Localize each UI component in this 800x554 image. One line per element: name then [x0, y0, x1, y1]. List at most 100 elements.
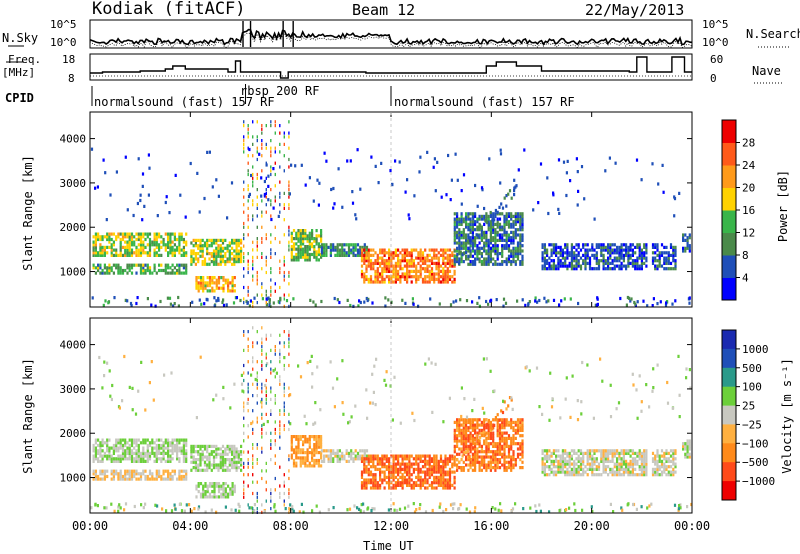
power-cell	[669, 267, 673, 271]
velocity-cell	[121, 474, 125, 479]
velocity-cell	[320, 456, 323, 460]
velocity-cell	[153, 446, 156, 450]
velocity-cell	[329, 451, 332, 455]
velocity-cell	[468, 454, 471, 458]
power-cell	[376, 256, 379, 260]
power-cell	[476, 254, 479, 258]
velocity-cell	[372, 462, 375, 466]
power-cell	[115, 237, 118, 242]
velocity-cell	[507, 436, 511, 440]
velocity-cell	[394, 454, 397, 458]
power-cell	[444, 275, 447, 279]
power-cell	[292, 229, 296, 233]
power-cell	[555, 264, 558, 268]
velocity-cell	[485, 442, 488, 446]
power-cell	[261, 154, 263, 158]
power-cell	[288, 180, 290, 184]
power-cell	[471, 260, 474, 264]
power-cell	[430, 275, 434, 279]
velocity-cell	[444, 462, 447, 466]
power-cell	[682, 236, 685, 240]
velocity-cell	[503, 447, 506, 451]
power-cell	[144, 268, 147, 273]
velocity-cell	[312, 422, 315, 426]
velocity-cell	[543, 449, 546, 453]
power-cell	[117, 232, 120, 236]
velocity-cell	[99, 454, 102, 458]
power-cell	[240, 254, 243, 258]
power-cell	[406, 178, 409, 182]
velocity-cell	[602, 465, 605, 469]
power-cell	[279, 131, 281, 135]
velocity-cell	[297, 451, 300, 455]
velocity-cell	[211, 495, 214, 499]
velocity-cell	[631, 451, 634, 455]
velocity-cell	[479, 435, 482, 439]
power-cell	[215, 254, 218, 258]
velocity-cell	[213, 487, 216, 491]
velocity-cell	[363, 483, 366, 487]
velocity-cell	[135, 457, 138, 461]
power-cell	[137, 243, 140, 247]
power-cell	[507, 192, 510, 196]
velocity-cell	[478, 455, 481, 459]
power-cell	[338, 253, 341, 257]
power-cell	[302, 242, 305, 246]
velocity-cell	[480, 420, 483, 424]
power-cell	[197, 246, 200, 250]
power-cell	[667, 261, 670, 265]
velocity-cell	[477, 438, 480, 443]
velocity-cell	[640, 457, 643, 461]
power-cell	[527, 302, 530, 306]
power-cell	[383, 264, 386, 268]
velocity-cell	[419, 470, 422, 474]
power-cell	[456, 214, 459, 218]
velocity-cell	[108, 449, 111, 453]
power-cell	[101, 268, 104, 273]
velocity-cell	[510, 418, 513, 422]
power-cell	[126, 253, 129, 257]
power-cell	[128, 243, 131, 247]
power-cell	[501, 244, 504, 248]
velocity-cell	[469, 463, 472, 467]
velocity-cell	[474, 428, 477, 432]
velocity-cell	[408, 475, 411, 479]
velocity-cell	[334, 454, 337, 458]
velocity-cell	[672, 449, 675, 453]
power-cell	[595, 261, 598, 265]
power-cell	[252, 259, 254, 263]
power-cell	[471, 238, 474, 242]
power-cell	[584, 256, 587, 260]
power-cell	[108, 266, 111, 270]
velocity-cell	[182, 451, 185, 455]
velocity-cell	[146, 446, 149, 450]
power-cell	[656, 253, 659, 257]
power-cell	[656, 264, 659, 268]
power-cell	[290, 231, 293, 235]
velocity-cell	[631, 467, 634, 471]
power-cell	[573, 251, 576, 255]
power-cell	[428, 264, 431, 268]
velocity-cell	[106, 474, 109, 479]
power-cell	[478, 296, 481, 300]
velocity-cell	[217, 484, 221, 488]
velocity-cell	[194, 450, 197, 454]
power-cell	[129, 301, 133, 306]
velocity-cell	[372, 457, 375, 461]
power-cell	[256, 188, 258, 192]
velocity-cell	[371, 372, 374, 376]
power-cell	[397, 248, 400, 252]
velocity-cell	[496, 434, 499, 438]
velocity-cell	[433, 481, 436, 485]
velocity-cell	[290, 440, 293, 444]
power-cell	[204, 281, 207, 285]
power-cell	[288, 120, 290, 124]
velocity-cell	[592, 416, 595, 420]
power-cell	[104, 299, 107, 303]
velocity-cell	[588, 449, 592, 453]
power-cell	[206, 249, 209, 253]
power-cell	[265, 142, 267, 146]
power-cell	[458, 249, 461, 253]
velocity-cell	[401, 462, 404, 466]
power-cell	[654, 243, 657, 247]
